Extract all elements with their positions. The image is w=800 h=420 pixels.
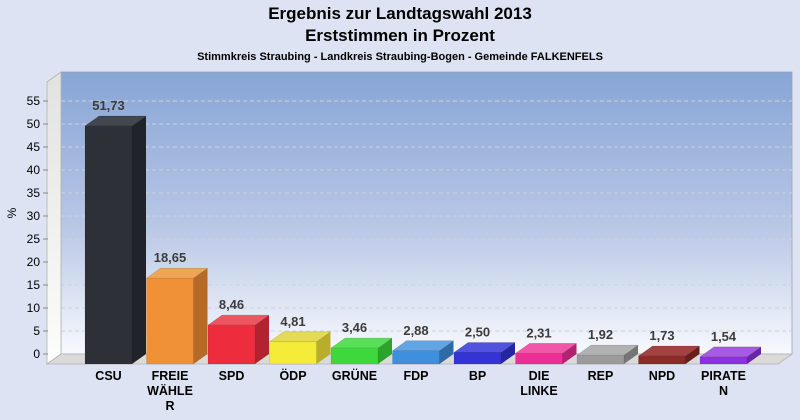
bar-value-label: 51,73 [92,98,125,113]
bar-front-face [576,354,625,365]
y-tick-label: 40 [27,163,41,177]
bar-value-label: 3,46 [342,320,367,335]
x-axis-label: ÖDP [279,368,306,383]
x-axis-label: CSU [95,369,121,383]
bar-side-face [132,116,146,365]
y-tick-label: 10 [27,301,41,315]
x-axis-label: FREIE WÄHLE R [147,369,193,413]
bar-value-label: 1,92 [588,327,613,342]
bar-side-face [255,315,269,364]
bar-side-face [747,346,761,364]
x-axis-label: BP [469,369,486,383]
bar-front-face [453,352,502,365]
bar-front-face [84,125,133,365]
bar-npd: 1,73 NPD [637,328,701,383]
y-tick-label: 20 [27,255,41,269]
bar-die-linke: 2,31 DIE LINKE [514,325,578,398]
bar-value-label: 1,73 [649,328,674,343]
chart-title-line1: Ergebnis zur Landtagswahl 2013 [268,4,532,23]
bar-side-face [562,343,577,364]
chart-header: Ergebnis zur Landtagswahl 2013 Erststimm… [0,3,800,63]
x-axis-label: DIE LINKE [520,369,558,398]
bar-bp: 2,50 BP [453,325,516,383]
y-tick-label: 35 [27,186,41,200]
bar-front-face [269,341,317,365]
y-tick-label: 5 [33,324,40,338]
bar-value-label: 8,46 [219,297,244,312]
y-tick-label: 15 [27,278,41,292]
bar-front-face [207,324,256,365]
y-tick-label: 45 [27,140,41,154]
y-tick-label: 0 [33,347,40,361]
x-axis-label: GRÜNE [332,368,377,383]
bar-fdp: 2,88 FDP [391,323,455,383]
bar-ödp: 4,81 ÖDP [268,314,332,383]
bar-value-label: 1,54 [711,329,737,344]
bar-front-face [515,353,563,365]
bar-side-face [501,342,515,364]
bar-front-face [699,356,748,365]
x-axis-label: PIRATE N [701,369,746,398]
bar-csu: 51,73 CSU [84,98,147,383]
bar-side-face [316,331,331,364]
left-wall [46,71,62,365]
chart-subtitle: Stimmkreis Straubing - Landkreis Straubi… [197,51,603,63]
chart-title-line2: Erststimmen in Prozent [305,26,495,45]
bar-piraten: 1,54 PIRATE N [699,329,762,398]
y-axis-title: % [5,207,19,218]
y-axis: 0 5 10 15 20 25 30 35 40 45 50 55% [5,94,48,361]
bar-value-label: 2,50 [465,325,490,340]
bar-front-face [146,277,194,365]
bar-side-face [193,268,208,364]
bar-grüne: 3,46 GRÜNE [330,320,393,383]
bar-side-face [685,346,700,364]
y-tick-label: 30 [27,209,41,223]
bar-spd: 8,46 SPD [207,297,270,383]
bar-value-label: 18,65 [154,250,187,265]
bar-front-face [330,347,379,365]
bar-side-face [378,338,392,364]
bar-value-label: 2,88 [403,323,428,338]
x-axis-label: FDP [404,369,429,383]
y-tick-label: 25 [27,232,41,246]
x-axis-label: REP [588,369,614,383]
y-tick-label: 50 [27,117,41,131]
bar-side-face [624,345,638,364]
bar-rep: 1,92 REP [576,327,639,383]
y-tick-label: 55 [27,94,41,108]
bar-front-face [392,350,440,365]
x-axis-label: SPD [219,369,245,383]
bar-side-face [439,340,454,364]
bar-freie-wähler: 18,65 FREIE WÄHLE R [145,250,209,413]
bar-value-label: 4,81 [280,314,305,329]
bar-value-label: 2,31 [526,325,551,340]
x-axis-label: NPD [649,369,675,383]
bar-front-face [638,355,686,365]
